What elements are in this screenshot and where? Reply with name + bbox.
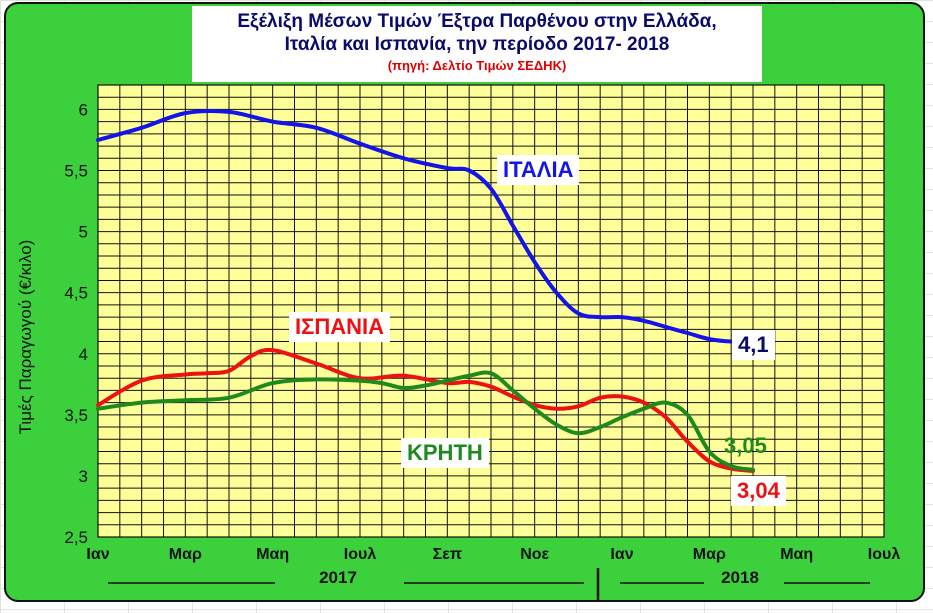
chart-title-line-2: Ιταλία και Ισπανία, την περίοδο 2017- 20… [284, 34, 670, 55]
x-tick-label: Μαρ [693, 546, 726, 563]
y-tick-label: 5,5 [64, 162, 88, 181]
end-value-spain: 3,04 [731, 476, 786, 506]
chart-title-box: Εξέλιξη Μέσων Τιμών Έξτρα Παρθένου στην … [192, 6, 762, 82]
chart-title-line-1: Εξέλιξη Μέσων Τιμών Έξτρα Παρθένου στην … [237, 11, 717, 32]
series-line-ΚΡΗΤΗ [96, 370, 755, 472]
x-tick-label: Μαη [256, 546, 289, 563]
end-value-italy: 4,1 [732, 330, 775, 360]
year-label: 2018 [721, 568, 759, 587]
y-tick-label: 2,5 [64, 528, 88, 547]
y-tick-label: 3,5 [64, 406, 88, 425]
y-axis-label: Τιμές Παραγωγού (€/κιλο) [16, 239, 35, 435]
year-label: 2017 [319, 568, 357, 587]
x-tick-label: Ιουλ [344, 546, 377, 563]
series-label-spain: ΙΣΠΑΝΙΑ [289, 312, 390, 342]
x-tick-label: Σεπ [433, 546, 462, 563]
y-tick-label: 6 [79, 100, 88, 119]
x-tick-label: Ιαν [610, 546, 633, 563]
chart-source: (πηγή: Δελτίο Τιμών ΣΕΔΗΚ) [387, 58, 567, 73]
y-tick-label: 4 [79, 345, 88, 364]
series-line-ΙΤΑΛΙΑ [96, 108, 755, 344]
y-tick-label: 4,5 [64, 284, 88, 303]
end-value-crete: 3,05 [724, 433, 767, 458]
series-line-ΙΣΠΑΝΙΑ [96, 347, 755, 473]
x-tick-label: Νοε [520, 546, 549, 563]
x-tick-label: Μαη [780, 546, 813, 563]
x-tick-label: Ιουλ [868, 546, 901, 563]
series-label-crete: ΚΡΗΤΗ [401, 438, 489, 468]
y-tick-label: 3 [79, 467, 88, 486]
x-tick-label: Μαρ [169, 546, 202, 563]
x-tick-label: Ιαν [86, 546, 109, 563]
series-label-italy: ΙΤΑΛΙΑ [497, 155, 580, 185]
y-tick-label: 5 [79, 223, 88, 242]
